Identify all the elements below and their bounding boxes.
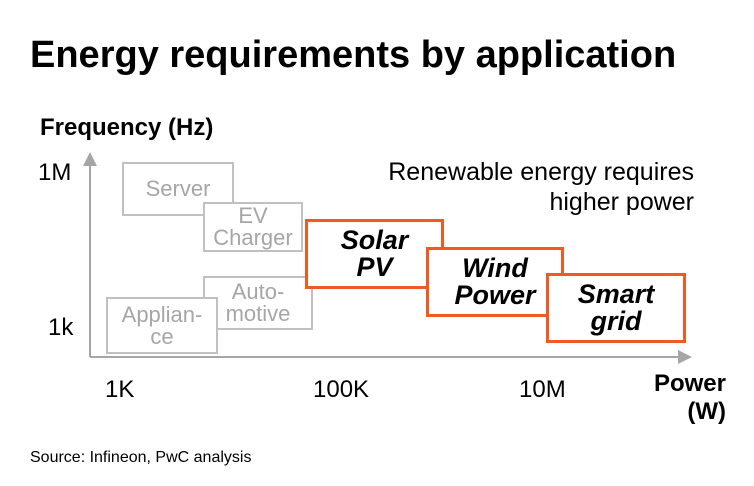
x-axis-arrow [678, 350, 692, 364]
box-auto-label-line1: Auto- [231, 279, 285, 304]
box-ev-charger: EV Charger [203, 202, 303, 252]
box-smart-label-line2: grid [590, 306, 642, 336]
annotation-line1: Renewable energy requires [388, 158, 694, 186]
box-solar-label-line2: PV [356, 252, 393, 282]
y-axis-label: Frequency (Hz) [40, 114, 214, 141]
box-appliance-label-line1: Applian- [121, 301, 203, 327]
box-solar-pv: Solar PV [305, 219, 444, 289]
box-ev-label-line1: EV [238, 203, 268, 228]
box-automotive: Auto- motive [203, 276, 313, 330]
x-axis-label: Power (W) [654, 370, 726, 426]
box-wind-label-line2: Power [454, 280, 536, 310]
y-tick-1k: 1k [48, 314, 74, 341]
x-tick-10m: 10M [519, 376, 566, 403]
box-server-label: Server [145, 176, 211, 201]
x-tick-1k: 1K [105, 376, 135, 403]
box-auto-label-line2: motive [225, 301, 291, 326]
box-ev-label-line2: Charger [213, 225, 293, 250]
box-smart-label-line1: Smart [577, 279, 655, 309]
y-axis-arrow [83, 152, 97, 166]
source-note: Source: Infineon, PwC analysis [30, 449, 252, 466]
box-solar-label-line1: Solar [340, 225, 409, 255]
annotation: Renewable energy requires higher power [388, 157, 694, 217]
page-title: Energy requirements by application [30, 34, 677, 76]
x-tick-100k: 100K [313, 376, 370, 403]
box-appliance: Applian- ce [106, 297, 218, 354]
box-wind-power: Wind Power [426, 247, 564, 317]
annotation-line2: higher power [549, 188, 694, 216]
x-axis-label-line2: (W) [687, 398, 726, 425]
box-smart-grid: Smart grid [546, 273, 686, 343]
y-tick-1m: 1M [38, 159, 72, 186]
x-axis-label-line1: Power [653, 370, 726, 397]
box-wind-label-line1: Wind [462, 253, 528, 283]
box-appliance-label-line2: ce [150, 323, 174, 349]
